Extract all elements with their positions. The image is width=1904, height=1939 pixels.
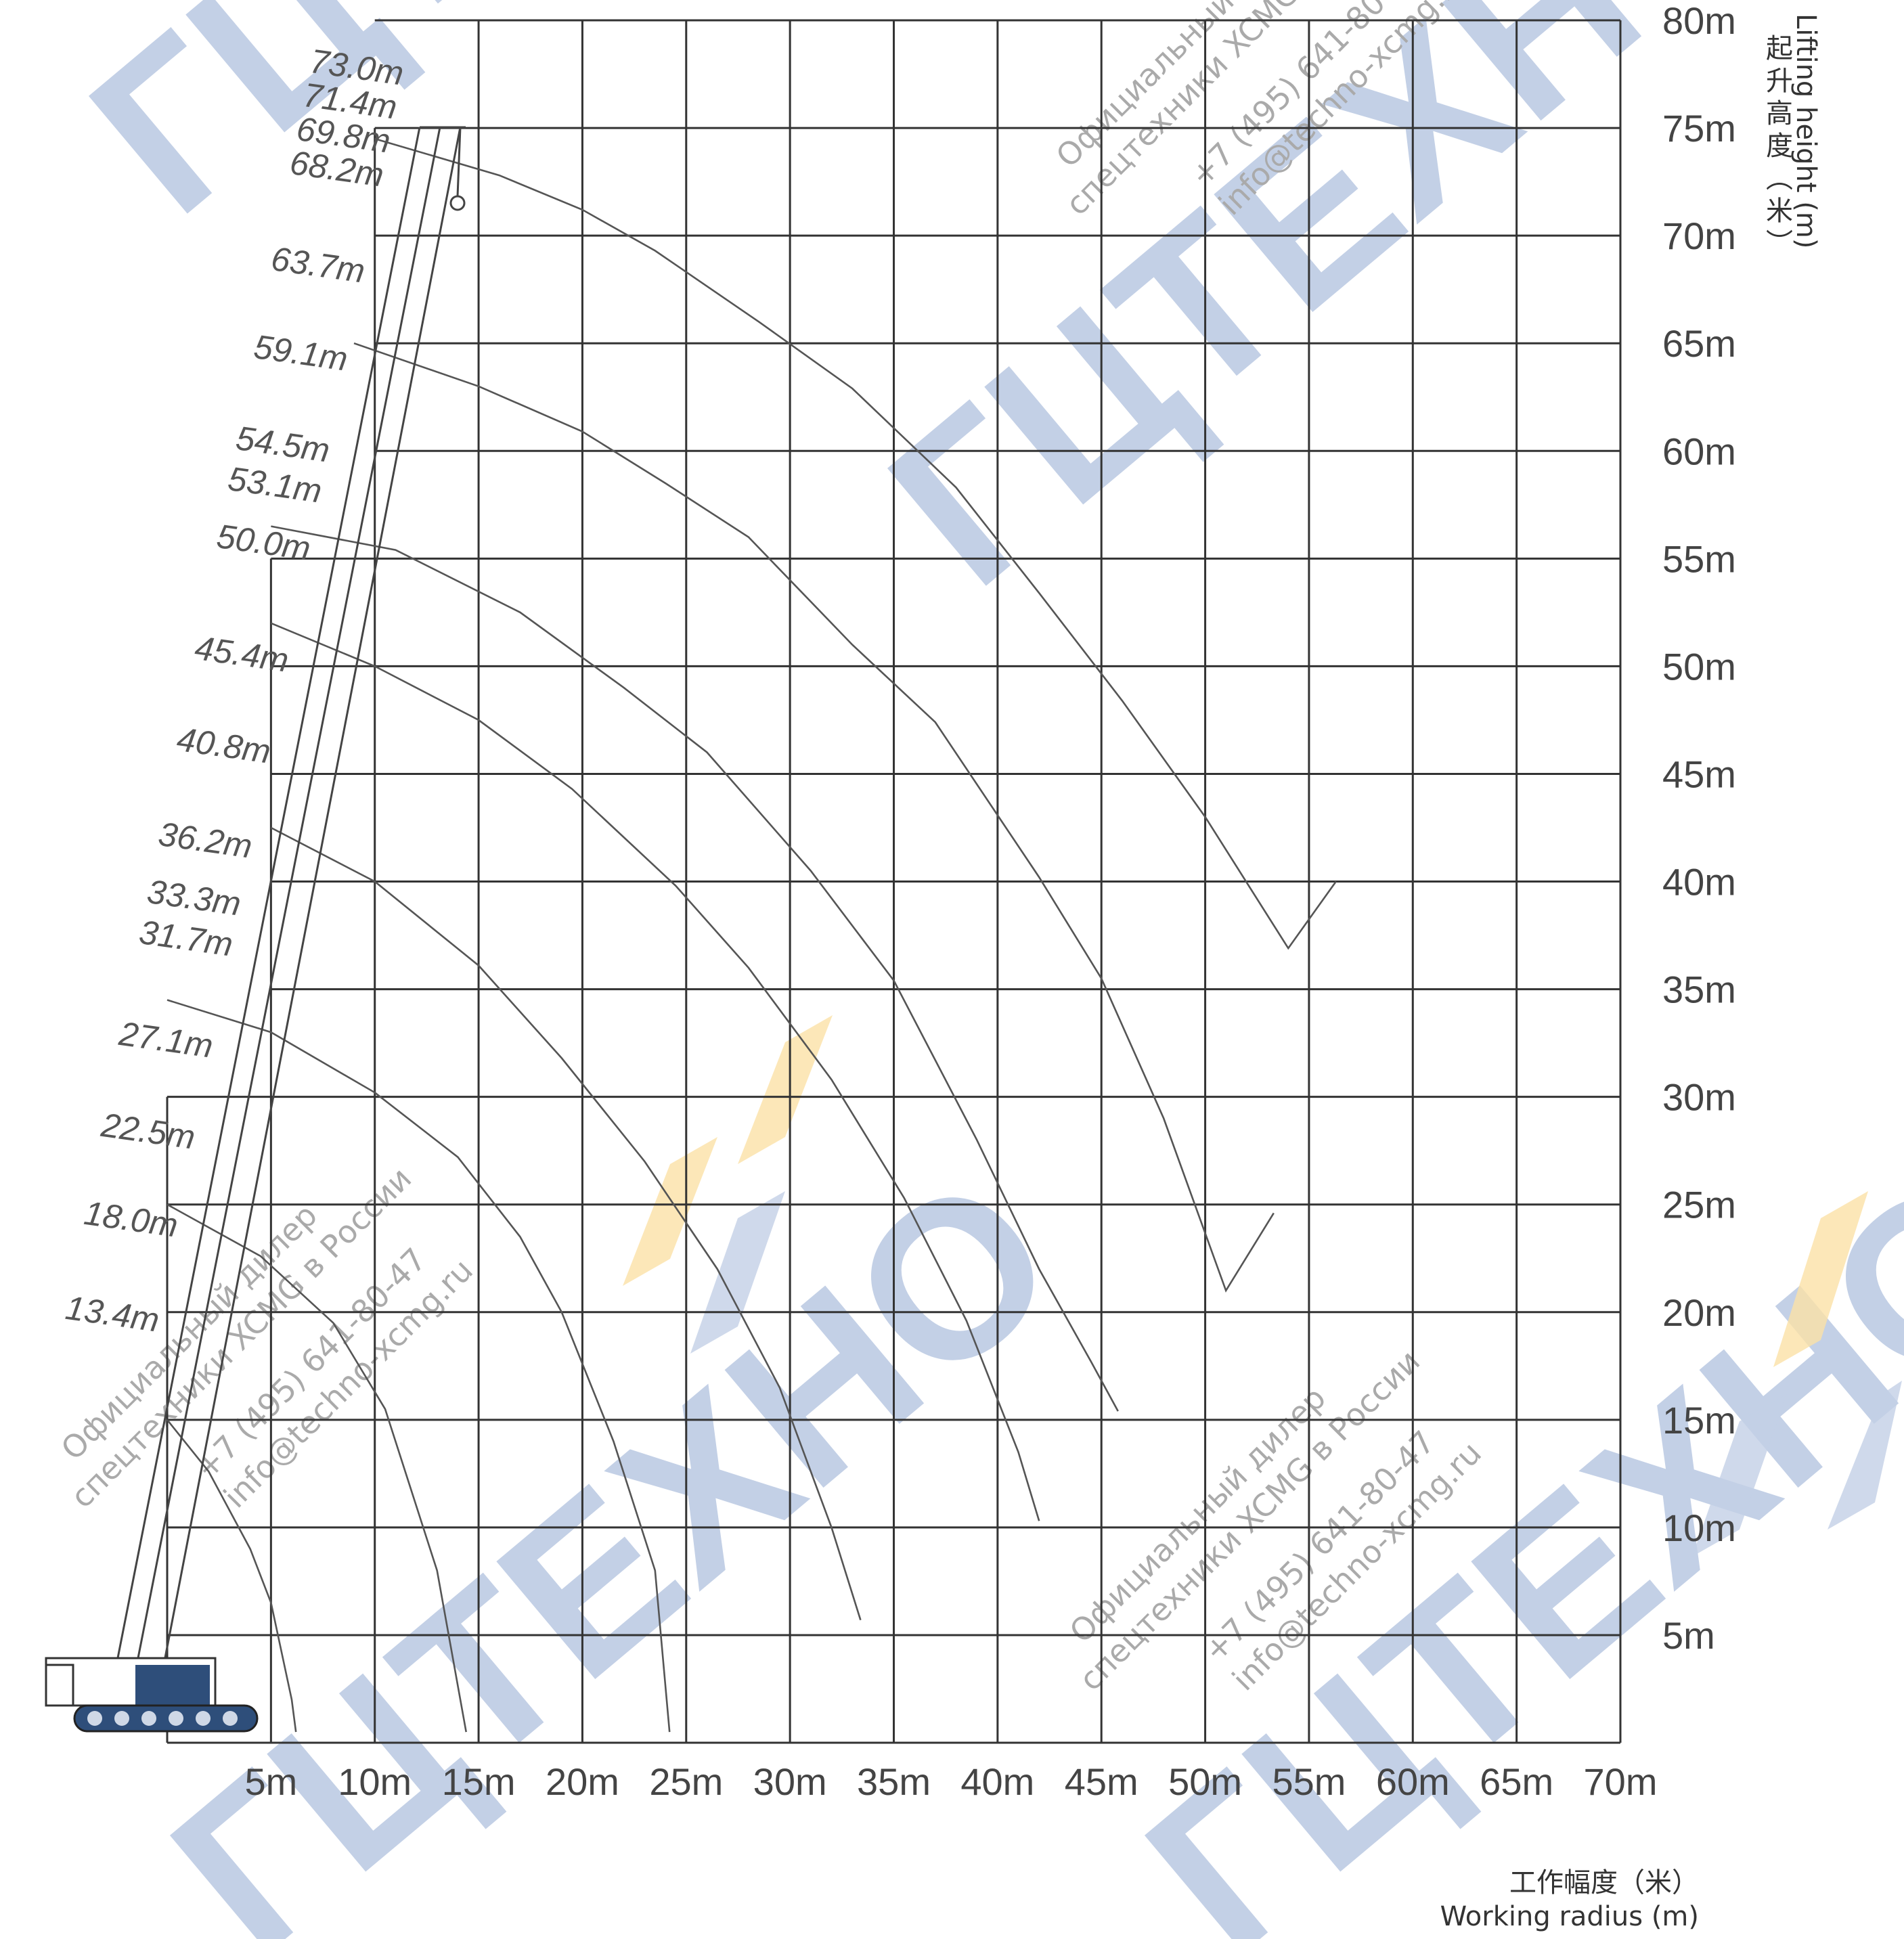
- watermark: ГЦТЕХНО ГЦТЕХНО ГЦТЕХНО ГЦТЕХНО Официаль…: [46, 0, 1904, 1939]
- x-tick-label: 45m: [1065, 1760, 1138, 1803]
- crane-body: [45, 1657, 259, 1733]
- watermark-stripe-yellow-2: [738, 1015, 833, 1164]
- boom-length-label: 27.1m: [116, 1015, 215, 1065]
- x-tick-label: 30m: [753, 1760, 827, 1803]
- working-range-curve-6: [271, 525, 1119, 1412]
- boom-length-label: 63.7m: [269, 240, 367, 290]
- boom-length-label: 22.5m: [98, 1106, 197, 1157]
- working-range-curve-7: [353, 342, 1275, 1293]
- x-tick-label: 55m: [1272, 1760, 1346, 1803]
- x-axis-ticks: 5m 10m 15m 20m 25m 30m 35m 40m 45m 50m 55m 60m 65m 70…: [244, 1760, 1657, 1803]
- x-tick-label: 25m: [649, 1760, 723, 1803]
- working-range-curve-3: [167, 999, 671, 1733]
- working-range-curve-5: [270, 622, 1040, 1521]
- y-tick-label: 65m: [1662, 322, 1736, 365]
- x-tick-label: 40m: [960, 1760, 1034, 1803]
- y-axis-title-en: Lifting height (m): [1790, 14, 1821, 248]
- y-tick-label: 45m: [1662, 753, 1736, 795]
- boom-length-labels: 73.0m71.4m69.8m68.2m63.7m59.1m54.5m53.1m…: [63, 42, 405, 1339]
- crane-illustration: [45, 126, 466, 1733]
- watermark-logo-1: ГЦТЕХНО: [46, 0, 1018, 260]
- y-tick-label: 30m: [1662, 1076, 1736, 1119]
- y-tick-label: 25m: [1662, 1184, 1736, 1226]
- x-tick-label: 10m: [338, 1760, 412, 1803]
- boom-length-label: 59.1m: [252, 328, 350, 378]
- y-tick-label: 20m: [1662, 1291, 1736, 1334]
- y-axis-title-cn: 起升高度（米）: [1761, 34, 1793, 261]
- x-tick-label: 20m: [546, 1760, 619, 1803]
- x-tick-label: 15m: [442, 1760, 516, 1803]
- x-tick-label: 5m: [244, 1760, 297, 1803]
- y-tick-label: 50m: [1662, 645, 1736, 688]
- y-tick-label: 10m: [1662, 1507, 1736, 1549]
- x-axis-title-en: Working radius (m): [1440, 1901, 1699, 1932]
- boom-length-label: 53.1m: [225, 460, 324, 510]
- y-tick-label: 35m: [1662, 968, 1736, 1011]
- y-tick-label: 75m: [1662, 107, 1736, 150]
- boom-length-label: 13.4m: [63, 1289, 161, 1339]
- boom-length-label: 45.4m: [192, 629, 290, 679]
- watermark-stripe-blue-2: [1692, 1394, 1787, 1557]
- boom-length-label: 36.2m: [156, 815, 254, 866]
- watermark-stripe-yellow-3: [1773, 1191, 1868, 1367]
- boom-length-label: 18.0m: [82, 1194, 180, 1245]
- y-tick-label: 40m: [1662, 861, 1736, 904]
- y-axis-ticks: 5m 10m 15m 20m 25m 30m 35m 40m 45m 50m 55m 60m 65m 70…: [1662, 0, 1736, 1657]
- boom-length-label: 31.7m: [137, 913, 235, 964]
- y-tick-label: 60m: [1662, 430, 1736, 472]
- y-tick-label: 70m: [1662, 215, 1736, 257]
- x-tick-label: 60m: [1376, 1760, 1450, 1803]
- x-axis-title-cn: 工作幅度（米）: [1509, 1867, 1699, 1898]
- x-tick-label: 70m: [1584, 1760, 1658, 1803]
- watermark-stripe-yellow-1: [623, 1137, 717, 1286]
- boom-length-label: 50.0m: [215, 517, 313, 568]
- boom-length-label: 40.8m: [175, 720, 273, 771]
- working-range-curve-4: [270, 826, 862, 1621]
- x-tick-label: 35m: [857, 1760, 931, 1803]
- watermark-stripe-blue-3: [1828, 1381, 1902, 1530]
- crane-boom: [114, 126, 466, 1672]
- working-range-curve-8: [374, 137, 1337, 950]
- x-tick-label: 50m: [1168, 1760, 1242, 1803]
- watermark-email-left: info@techno-xcmg.ru: [217, 1251, 480, 1515]
- y-tick-label: 55m: [1662, 537, 1736, 580]
- y-tick-label: 15m: [1662, 1399, 1736, 1442]
- y-tick-label: 80m: [1662, 0, 1736, 42]
- y-tick-label: 5m: [1662, 1614, 1715, 1657]
- x-tick-label: 65m: [1480, 1760, 1553, 1803]
- chart-grid: [166, 19, 1622, 1744]
